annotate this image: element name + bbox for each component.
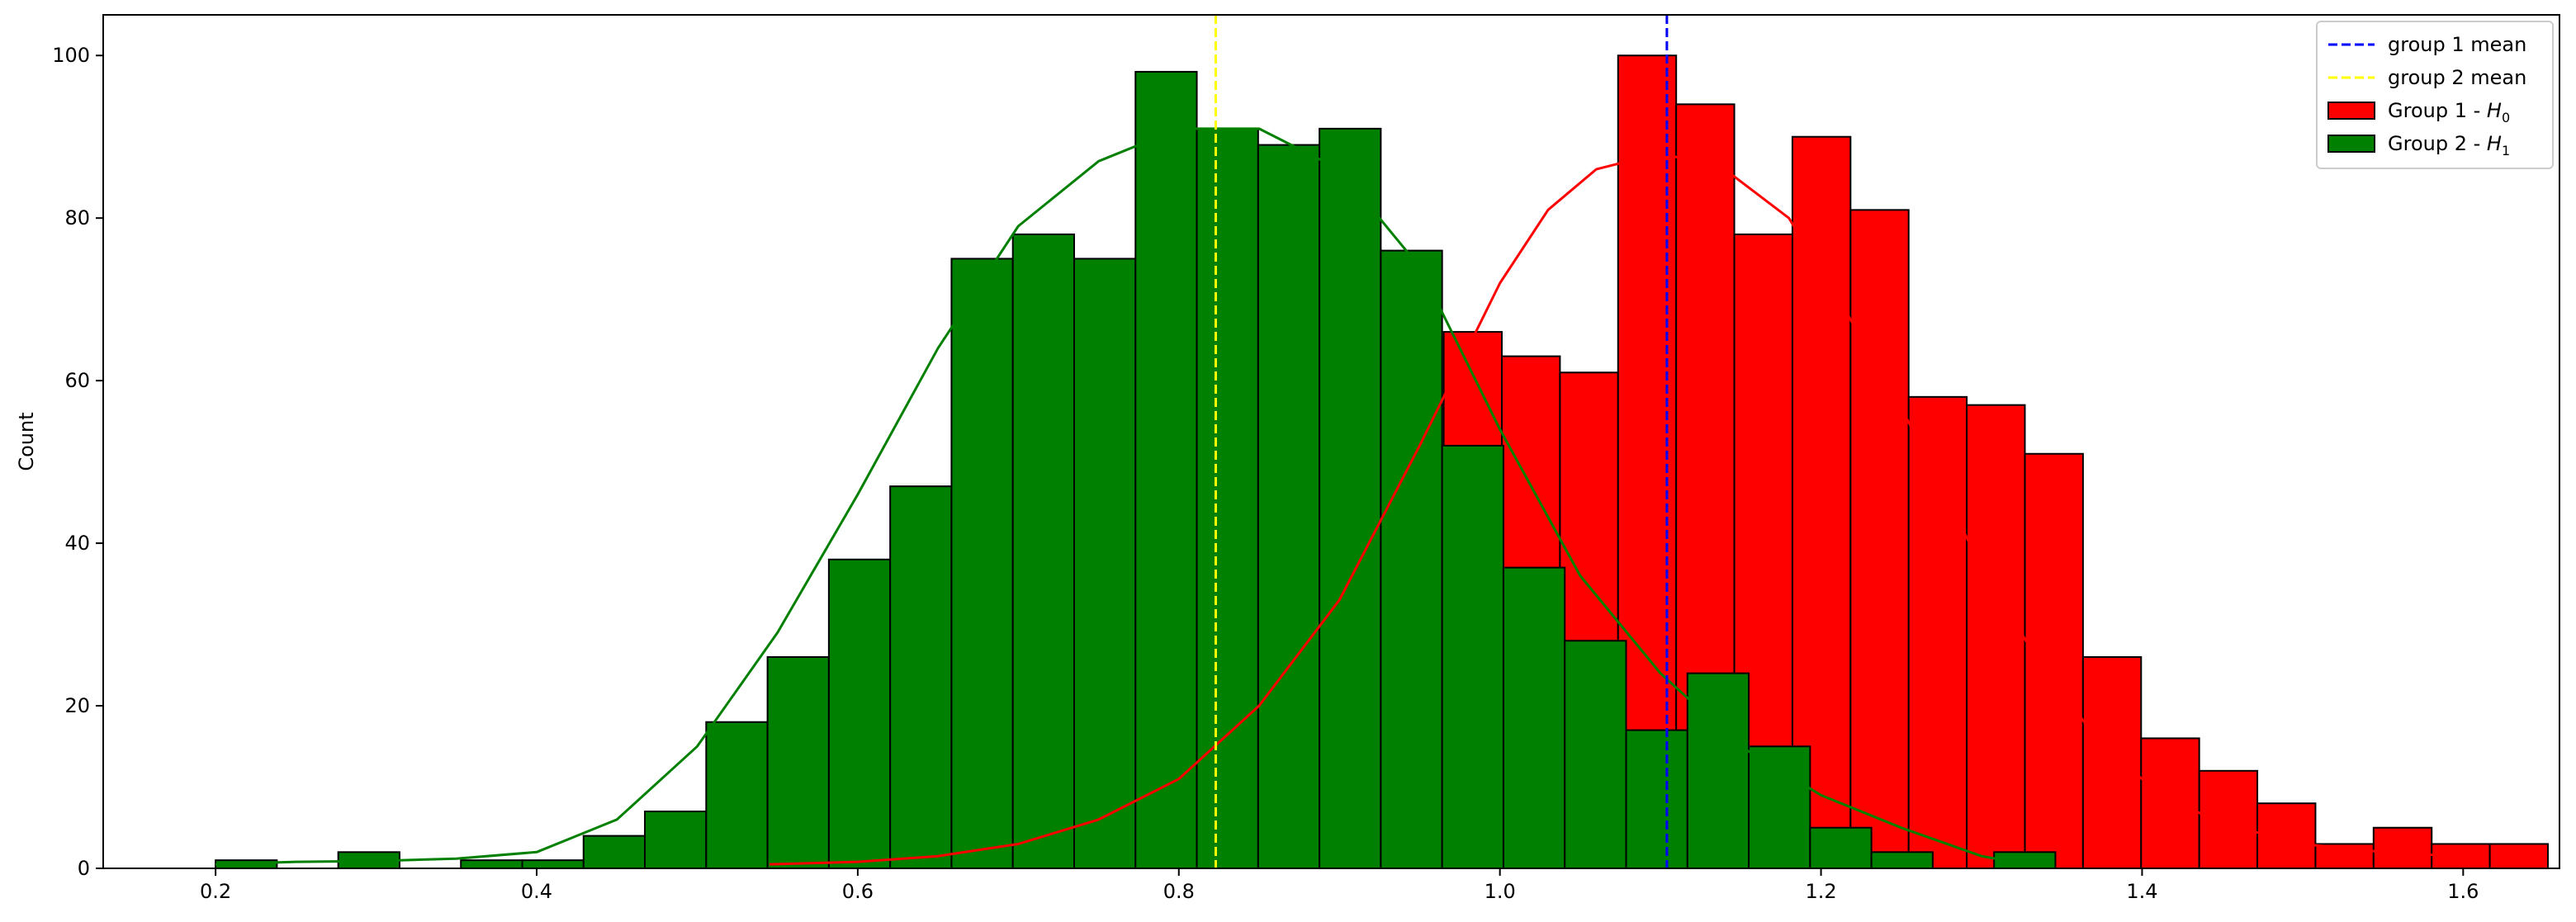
- x-tick-label: 0.8: [1163, 880, 1195, 903]
- group-1-bar: [2372, 826, 2433, 869]
- group-2-bar: [889, 485, 953, 870]
- group-2-bar: [644, 811, 708, 869]
- y-tick-label: 0: [78, 857, 90, 880]
- group-2-bar: [1809, 826, 1873, 869]
- group-2-bar: [1870, 851, 1934, 870]
- mean-lines: [1215, 15, 1669, 868]
- group-1-bar: [1907, 395, 1968, 870]
- group-2-bar: [1319, 127, 1382, 870]
- group-2-bar: [460, 859, 523, 869]
- group-2-bar: [1441, 444, 1504, 869]
- group-2-bar: [1564, 640, 1627, 869]
- group-1-bar: [2198, 769, 2259, 869]
- legend-label: group 2 mean: [2388, 66, 2526, 89]
- x-tick-label: 0.4: [521, 880, 552, 903]
- legend-label: Group 1 - H0: [2388, 99, 2510, 125]
- kde-lines: [215, 127, 2455, 866]
- group-1-kde-line: [769, 151, 2455, 866]
- group-1-bar: [2140, 737, 2200, 870]
- group-2-bar: [1196, 127, 1259, 870]
- group-2-bar: [1134, 70, 1198, 869]
- group-2-bar: [1686, 672, 1750, 870]
- plot-frame: [102, 14, 2560, 869]
- y-tick-label: 80: [64, 206, 90, 229]
- legend-group-2-mean: group 2 mean: [2328, 66, 2526, 89]
- legend-label: group 1 mean: [2388, 33, 2526, 56]
- group-2-bar: [582, 835, 646, 869]
- y-tick-label: 60: [64, 369, 90, 392]
- group-2-bar: [1257, 144, 1321, 870]
- x-tick-label: 0.2: [200, 880, 231, 903]
- x-tick-label: 1.4: [2126, 880, 2157, 903]
- group-2-bar: [1748, 745, 1811, 869]
- group-2-bar: [1502, 566, 1566, 870]
- x-tick-label: 1.6: [2447, 880, 2479, 903]
- group-2-bar: [705, 721, 769, 869]
- legend-patch-handle: [2327, 135, 2375, 153]
- group-2-bar: [1073, 258, 1137, 869]
- legend-box: [2316, 21, 2554, 169]
- x-axis: 0.2 0.4 0.6 0.8 1.0 1.2 1.4 1.6: [200, 868, 2479, 903]
- y-tick-label: 40: [64, 532, 90, 555]
- group-1-bar: [1966, 404, 2026, 869]
- y-axis-label: Count: [15, 412, 38, 470]
- legend: group 1 mean group 2 mean Group 1 - H0 Grou…: [2316, 21, 2554, 169]
- y-tick-label: 20: [64, 694, 90, 717]
- group-1-bar: [1849, 209, 1910, 870]
- group-2-bar: [1625, 729, 1688, 869]
- group-1-bar: [2081, 655, 2143, 869]
- y-tick-label: 100: [52, 44, 90, 67]
- legend-group-2-h1: Group 2 - H1: [2327, 132, 2510, 158]
- legend-group-1-mean: group 1 mean: [2328, 33, 2526, 56]
- group-2-bar: [950, 258, 1014, 869]
- legend-group-1-h0: Group 1 - H0: [2327, 99, 2510, 125]
- group-2-bars: [215, 70, 2057, 870]
- legend-label: Group 2 - H1: [2388, 132, 2510, 158]
- x-tick-label: 0.6: [842, 880, 874, 903]
- x-tick-label: 1.0: [1485, 880, 1516, 903]
- group-1-bar: [2488, 843, 2549, 870]
- group-2-bar: [827, 558, 892, 869]
- y-axis: 0 20 40 60 80 100: [52, 44, 103, 880]
- group-1-bar: [2024, 452, 2084, 869]
- group-2-bar: [1011, 233, 1075, 869]
- legend-patch-handle: [2327, 102, 2375, 120]
- group-2-bar: [1380, 249, 1443, 870]
- x-tick-label: 1.2: [1805, 880, 1836, 903]
- group-2-bar: [521, 859, 585, 869]
- group-2-kde-line: [215, 127, 2015, 866]
- group-2-bar: [766, 655, 830, 869]
